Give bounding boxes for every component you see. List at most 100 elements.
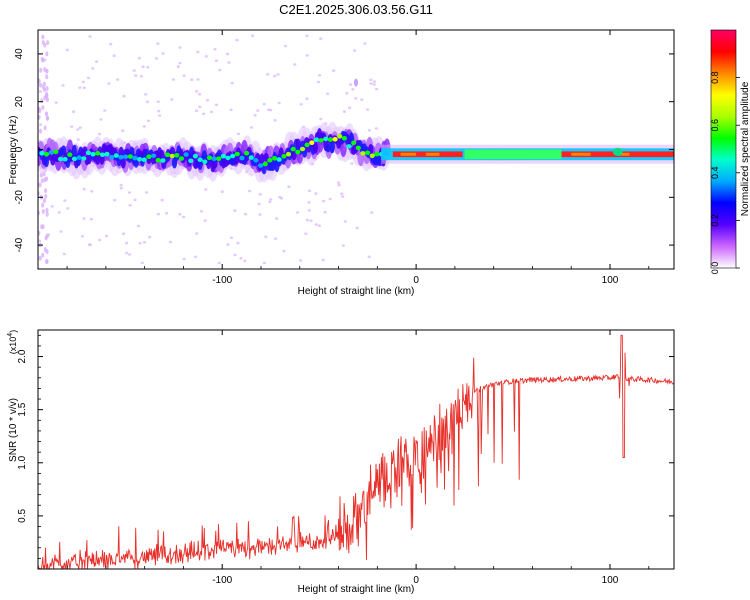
spectrogram-edge-speckle bbox=[46, 40, 50, 46]
colorbar-tick-label: 0.4 bbox=[710, 167, 720, 180]
spectrogram-speckle bbox=[202, 112, 206, 116]
spectrogram-speckle bbox=[299, 103, 303, 106]
snr-y-tick-label: 2.0 bbox=[17, 349, 28, 363]
spectrogram-speckle bbox=[249, 126, 254, 129]
spectrogram-speckle bbox=[233, 209, 237, 212]
spectrogram-speckle bbox=[262, 102, 266, 106]
spectrogram-x-label: Height of straight line (km) bbox=[298, 286, 415, 297]
spectrogram-line-highlight bbox=[400, 152, 417, 156]
spectrogram-speckle bbox=[116, 78, 120, 81]
spectrogram-speckle bbox=[195, 232, 199, 235]
spectrogram-speckle bbox=[54, 101, 58, 104]
spectrogram-peak bbox=[206, 155, 212, 161]
spectrogram-peak bbox=[39, 151, 45, 156]
spectrogram-core bbox=[263, 152, 269, 162]
spectrogram-peak bbox=[188, 158, 194, 164]
spectrogram-speckle bbox=[282, 249, 286, 253]
spectrogram-peak bbox=[304, 142, 310, 148]
spectrogram-speckle bbox=[158, 114, 162, 117]
spectrogram-speckle bbox=[65, 48, 69, 52]
spectrogram-speckle bbox=[372, 80, 376, 83]
spectrogram-speckle bbox=[227, 61, 231, 64]
spectrogram-edge-speckle bbox=[40, 224, 44, 230]
spectrogram-core bbox=[133, 158, 139, 168]
spectrogram-speckle bbox=[225, 52, 230, 56]
spectrogram-line-highlight bbox=[425, 152, 440, 156]
spectrogram-speckle bbox=[86, 76, 90, 80]
spectrogram-x-tick-label: 100 bbox=[602, 275, 619, 286]
spectrogram-speckle bbox=[214, 103, 218, 107]
spectrogram-peak bbox=[285, 151, 292, 157]
spectrogram-speckle bbox=[233, 253, 237, 257]
spectrogram-speckle bbox=[304, 232, 308, 235]
snr-multiplier-close: ) bbox=[8, 330, 18, 333]
spectrogram-speckle bbox=[372, 83, 376, 86]
spectrogram-speckle bbox=[277, 101, 281, 105]
spectrogram-speckle bbox=[258, 213, 262, 216]
spectrogram-speckle bbox=[236, 241, 240, 245]
spectrogram-speckle bbox=[351, 88, 355, 91]
spectrogram-speckle bbox=[62, 252, 66, 256]
spectrogram-peak bbox=[258, 163, 264, 168]
spectrogram-peak bbox=[76, 155, 82, 160]
spectrogram-speckle bbox=[226, 243, 230, 246]
spectrogram-speckle bbox=[80, 235, 84, 238]
spectrogram-edge-speckle bbox=[42, 198, 47, 204]
spectrogram-edge-speckle bbox=[38, 230, 41, 236]
spectrogram-edge-speckle bbox=[38, 82, 43, 88]
spectrogram-speckle bbox=[262, 261, 266, 265]
spectrogram-panel: -100 0 100 -40 -20 0 20 40 Height of straight … bbox=[8, 29, 675, 297]
spectrogram-edge-speckle bbox=[38, 114, 41, 120]
spectrogram-edge-speckle bbox=[44, 235, 48, 241]
spectrogram-peak bbox=[290, 146, 296, 152]
spectrogram-speckle bbox=[305, 54, 309, 57]
spectrogram-line-highlight bbox=[571, 152, 591, 156]
spectrogram-speckle bbox=[374, 127, 378, 130]
spectrogram-edge-speckle bbox=[43, 87, 47, 93]
spectrogram-speckle bbox=[145, 100, 149, 103]
spectrogram-speckle bbox=[125, 241, 129, 245]
spectrogram-speckle bbox=[61, 84, 65, 87]
spectrogram-peak bbox=[95, 151, 101, 156]
spectrogram-speckle bbox=[264, 235, 268, 239]
spectrogram-speckle bbox=[230, 81, 234, 85]
spectrogram-peak bbox=[178, 156, 185, 161]
spectrogram-speckle bbox=[82, 217, 86, 220]
spectrogram-edge-speckle bbox=[45, 86, 49, 91]
spectrogram-peak bbox=[202, 159, 208, 165]
spectrogram-speckle bbox=[341, 195, 345, 198]
snr-y-tick-label: 1.0 bbox=[17, 455, 28, 469]
spectrogram-speckle bbox=[218, 68, 222, 72]
spectrogram-peak bbox=[262, 161, 268, 167]
spectrogram-speckle bbox=[156, 212, 160, 216]
spectrogram-speckle bbox=[209, 110, 213, 114]
spectrogram-speckle bbox=[275, 217, 279, 220]
spectrogram-speckle bbox=[144, 93, 148, 96]
spectrogram-peak bbox=[164, 152, 171, 158]
spectrogram-speckle bbox=[323, 210, 327, 214]
snr-frame bbox=[37, 329, 675, 570]
spectrogram-speckle bbox=[273, 119, 277, 122]
spectrogram-edge-speckle bbox=[40, 98, 44, 104]
spectrogram-speckle bbox=[178, 46, 182, 49]
spectrogram-speckle bbox=[157, 109, 161, 113]
spectrogram-speckle bbox=[176, 65, 180, 68]
spectrogram-peak bbox=[57, 156, 64, 162]
spectrogram-speckle bbox=[276, 73, 280, 76]
spectrogram-peak bbox=[183, 152, 189, 157]
snr-multiplier-base: (x10 bbox=[8, 337, 18, 355]
spectrogram-edge-speckle bbox=[41, 34, 45, 40]
spectrogram-peak bbox=[123, 154, 129, 160]
spectrogram-speckle bbox=[119, 186, 123, 190]
spectrogram-core bbox=[295, 138, 301, 149]
spectrogram-edge-speckle bbox=[41, 40, 45, 45]
spectrogram-peak bbox=[374, 151, 380, 157]
spectrogram-edge-speckle bbox=[45, 207, 49, 213]
spectrogram-x-tick-label: -100 bbox=[212, 275, 232, 286]
spectrogram-speckle bbox=[305, 218, 309, 222]
spectrogram-peak bbox=[295, 149, 301, 155]
spectrogram-peak bbox=[341, 136, 347, 141]
snr-x-tick-label: 0 bbox=[413, 575, 419, 586]
spectrogram-speckle bbox=[142, 125, 146, 128]
